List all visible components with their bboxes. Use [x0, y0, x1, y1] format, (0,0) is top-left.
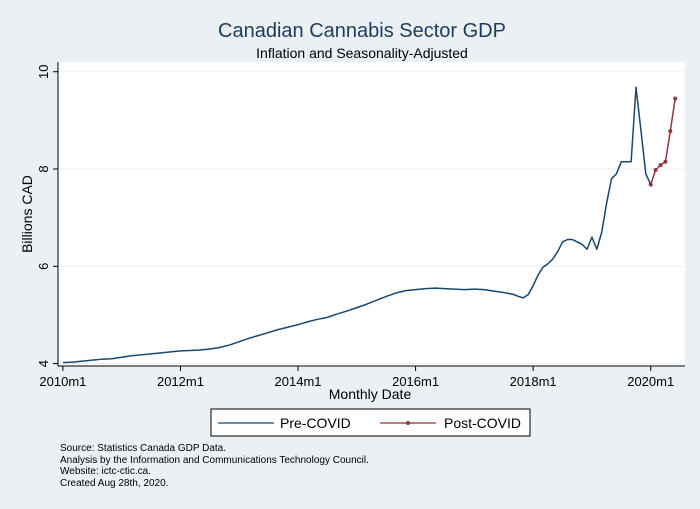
y-tick-label-6: 6	[36, 263, 51, 270]
series-line-post-covid	[649, 98, 676, 185]
x-tick-label-2020m1: 2020m1	[627, 374, 674, 389]
data-point-post-covid-0	[648, 182, 653, 187]
x-tick-label-2016m1: 2016m1	[392, 374, 439, 389]
gridlines	[58, 71, 685, 365]
note-analysis: Analysis by the Information and Communic…	[60, 454, 369, 466]
x-axis-label: Monthly Date	[329, 386, 412, 402]
data-point-post-covid-5	[673, 96, 678, 101]
data-point-post-covid-3	[663, 159, 668, 164]
x-tick-label-2012m1: 2012m1	[157, 374, 204, 389]
series-line-pre-covid	[62, 86, 652, 364]
data-point-post-covid-1	[653, 167, 658, 172]
x-axis-ticks: 2010m1 2012m1 2014m1 2016m1 2018m1 2020m1	[39, 366, 674, 389]
chart-subtitle: Inflation and Seasonality-Adjusted	[256, 45, 468, 61]
y-tick-label-4: 4	[36, 360, 51, 367]
chart-title: Canadian Cannabis Sector GDP	[218, 20, 506, 42]
y-axis-ticks: 4 6 8 10	[36, 64, 58, 367]
data-point-post-covid-2	[658, 163, 663, 168]
x-tick-label-2014m1: 2014m1	[275, 374, 322, 389]
chart-notes: Source: Statistics Canada GDP Data. Anal…	[60, 443, 369, 489]
plot-area	[58, 62, 685, 366]
note-source: Source: Statistics Canada GDP Data.	[60, 443, 227, 454]
y-axis-label: Billions CAD	[19, 175, 35, 253]
y-tick-label-8: 8	[36, 165, 51, 172]
x-tick-label-2018m1: 2018m1	[510, 374, 557, 389]
x-tick-label-2010m1: 2010m1	[39, 374, 86, 389]
series-group	[62, 86, 678, 364]
legend-marker-post-covid	[406, 421, 410, 425]
y-tick-label-10: 10	[36, 64, 51, 78]
legend: Pre-COVID Post-COVID	[210, 408, 531, 437]
data-point-post-covid-4	[668, 129, 673, 134]
legend-label-post-covid: Post-COVID	[444, 415, 521, 431]
legend-label-pre-covid: Pre-COVID	[280, 415, 351, 431]
note-created: Created Aug 28th, 2020.	[60, 477, 169, 489]
note-website: Website: ictc-ctic.ca.	[60, 466, 151, 477]
